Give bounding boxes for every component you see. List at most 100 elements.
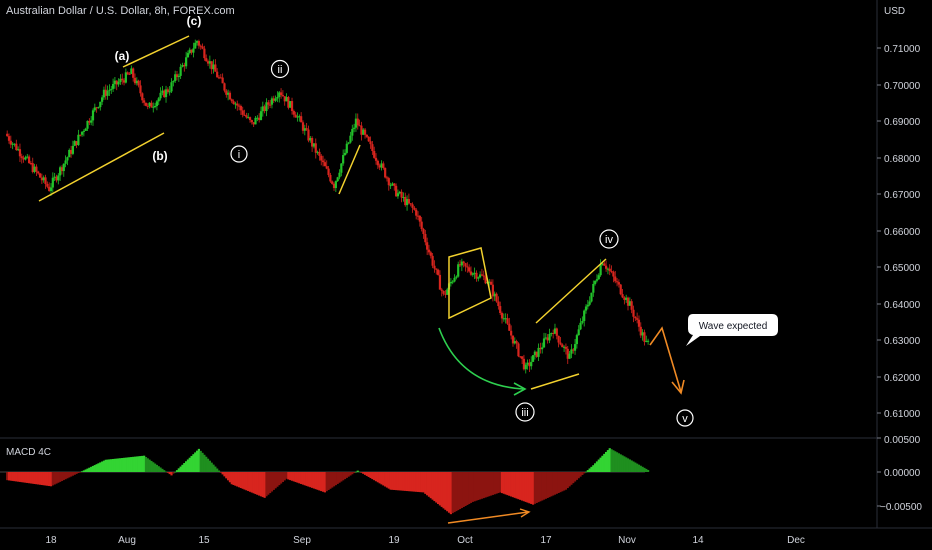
candle-up xyxy=(451,281,454,283)
macd-bar-negative xyxy=(49,472,53,487)
candle-down xyxy=(440,289,443,291)
candle-down xyxy=(427,249,431,253)
candle-down xyxy=(374,157,378,161)
macd-bar-positive xyxy=(203,454,206,472)
candle-up xyxy=(117,82,120,85)
candle-down xyxy=(519,356,522,358)
candle-up xyxy=(455,276,458,278)
candle-down xyxy=(258,117,261,120)
candle-up xyxy=(573,344,577,351)
candle-down xyxy=(239,105,243,111)
macd-bar-negative xyxy=(447,472,451,513)
candle-down xyxy=(546,337,549,341)
macd-bar-negative xyxy=(287,472,290,480)
macd-bar-negative xyxy=(491,472,494,495)
candle-down xyxy=(407,199,410,204)
candle-up xyxy=(590,292,593,302)
macd-bar-positive xyxy=(84,469,87,472)
candle-down xyxy=(415,209,418,216)
macd-bar-positive xyxy=(195,450,199,472)
macd-bar-negative xyxy=(254,472,257,495)
candle-down xyxy=(219,77,222,79)
wave-label-ii: ii xyxy=(278,64,283,76)
candle-up xyxy=(353,127,356,129)
candle-down xyxy=(210,61,213,70)
macd-bar-negative xyxy=(475,472,478,501)
macd-bar-negative xyxy=(334,472,337,486)
macd-bar-negative xyxy=(46,472,49,486)
macd-bar-negative xyxy=(433,472,436,502)
candle-up xyxy=(380,163,383,168)
candle-up xyxy=(391,183,394,186)
macd-bar-positive xyxy=(192,454,195,472)
macd-bar-negative xyxy=(548,472,551,498)
candle-up xyxy=(588,301,591,305)
macd-bar-negative xyxy=(568,472,571,487)
macd-bar-negative xyxy=(265,472,268,497)
macd-bar-negative xyxy=(274,472,277,489)
macd-bar-positive xyxy=(135,456,138,472)
candle-up xyxy=(42,177,45,181)
macd-bar-negative xyxy=(276,472,279,487)
macd-bar-negative xyxy=(367,472,370,477)
macd-bar-negative xyxy=(464,472,467,506)
candle-down xyxy=(522,358,526,370)
wave-label-iii: iii xyxy=(521,407,528,419)
macd-bar-positive xyxy=(104,459,107,472)
macd-bar-negative xyxy=(581,472,584,475)
macd-bar-negative xyxy=(579,472,582,477)
macd-bar-negative xyxy=(285,472,288,479)
macd-bar-negative xyxy=(535,472,538,503)
macd-bar-negative xyxy=(466,472,469,505)
macd-bar-positive xyxy=(181,464,184,472)
macd-bar-negative xyxy=(307,472,310,487)
macd-bar-negative xyxy=(318,472,321,491)
candle-down xyxy=(139,85,142,94)
candle-down xyxy=(190,49,193,53)
macd-bar-negative xyxy=(345,472,348,478)
macd-bar-negative xyxy=(531,472,535,505)
macd-bar-negative xyxy=(484,472,487,498)
macd-bar-positive xyxy=(155,464,159,472)
candle-down xyxy=(327,168,330,175)
macd-bar-negative xyxy=(11,472,14,481)
candle-up xyxy=(212,64,215,70)
candle-up xyxy=(345,143,348,153)
candle-down xyxy=(442,290,445,294)
macd-bar-negative xyxy=(418,472,421,493)
macd-bar-positive xyxy=(621,455,624,472)
macd-bar-negative xyxy=(269,472,272,494)
candle-up xyxy=(533,351,536,356)
candle-up xyxy=(550,333,553,335)
candle-up xyxy=(354,118,358,128)
macd-bar-positive xyxy=(174,471,177,473)
wave-label-i-group: i xyxy=(230,145,248,163)
wave-label-v-group: v xyxy=(676,409,694,427)
candle-up xyxy=(362,129,365,135)
candle-up xyxy=(342,155,345,164)
macd-bar-negative xyxy=(170,472,173,476)
callout-bubble xyxy=(686,314,778,346)
candle-up xyxy=(254,117,257,125)
macd-bar-negative xyxy=(351,472,354,475)
macd-bar-negative xyxy=(446,472,449,512)
candle-down xyxy=(175,74,179,78)
macd-bar-negative xyxy=(26,472,29,483)
candle-up xyxy=(177,75,180,78)
candle-down xyxy=(183,64,186,67)
macd-bar-positive xyxy=(194,452,197,472)
candle-down xyxy=(572,349,575,351)
candle-down xyxy=(612,271,615,277)
candle-down xyxy=(426,242,429,250)
candle-down xyxy=(508,323,511,331)
candle-up xyxy=(493,293,496,297)
macd-bar-negative xyxy=(329,472,332,489)
candle-down xyxy=(128,73,131,75)
candle-up xyxy=(584,306,588,311)
candle-up xyxy=(259,111,263,120)
candle-down xyxy=(468,267,471,272)
macd-bar-negative xyxy=(40,472,43,486)
candle-down xyxy=(323,162,326,167)
macd-bar-positive xyxy=(139,456,142,472)
candle-down xyxy=(44,177,47,185)
